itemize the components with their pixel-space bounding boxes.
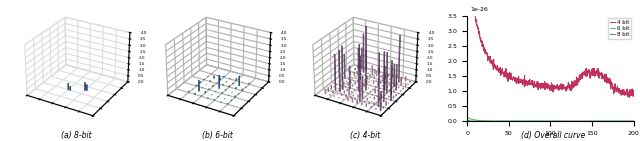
Line: 6 bit: 6 bit [468,118,634,121]
Text: (c) 4-bit: (c) 4-bit [349,131,380,140]
6 bit [561,120,568,122]
4 bit [625,96,633,98]
4 bit [570,83,577,85]
Legend: 4 bit, 6 bit, 8 bit: 4 bit, 6 bit, 8 bit [608,18,631,39]
8 bit [607,120,614,122]
Text: (b) 6-bit: (b) 6-bit [202,131,233,140]
4 bit [590,72,598,74]
6 bit [474,119,482,121]
Text: (d) Overall curve: (d) Overall curve [522,131,586,140]
Text: (a) 8-bit: (a) 8-bit [61,131,92,140]
6 bit [607,120,614,122]
Text: 1e-26: 1e-26 [470,7,488,12]
4 bit [607,80,614,82]
8 bit [472,120,479,122]
6 bit [565,120,573,122]
4 bit [564,87,572,89]
4 bit [464,15,472,16]
8 bit [570,120,577,122]
Line: 4 bit: 4 bit [468,16,634,97]
8 bit [464,120,472,121]
8 bit [630,120,637,122]
4 bit [474,27,482,28]
8 bit [565,120,573,122]
8 bit [590,120,598,122]
6 bit [630,120,637,122]
8 bit [561,120,568,122]
6 bit [570,120,577,122]
6 bit [498,120,506,122]
4 bit [630,92,637,94]
8 bit [474,120,482,122]
6 bit [590,120,598,122]
4 bit [561,88,568,90]
6 bit [464,117,472,119]
